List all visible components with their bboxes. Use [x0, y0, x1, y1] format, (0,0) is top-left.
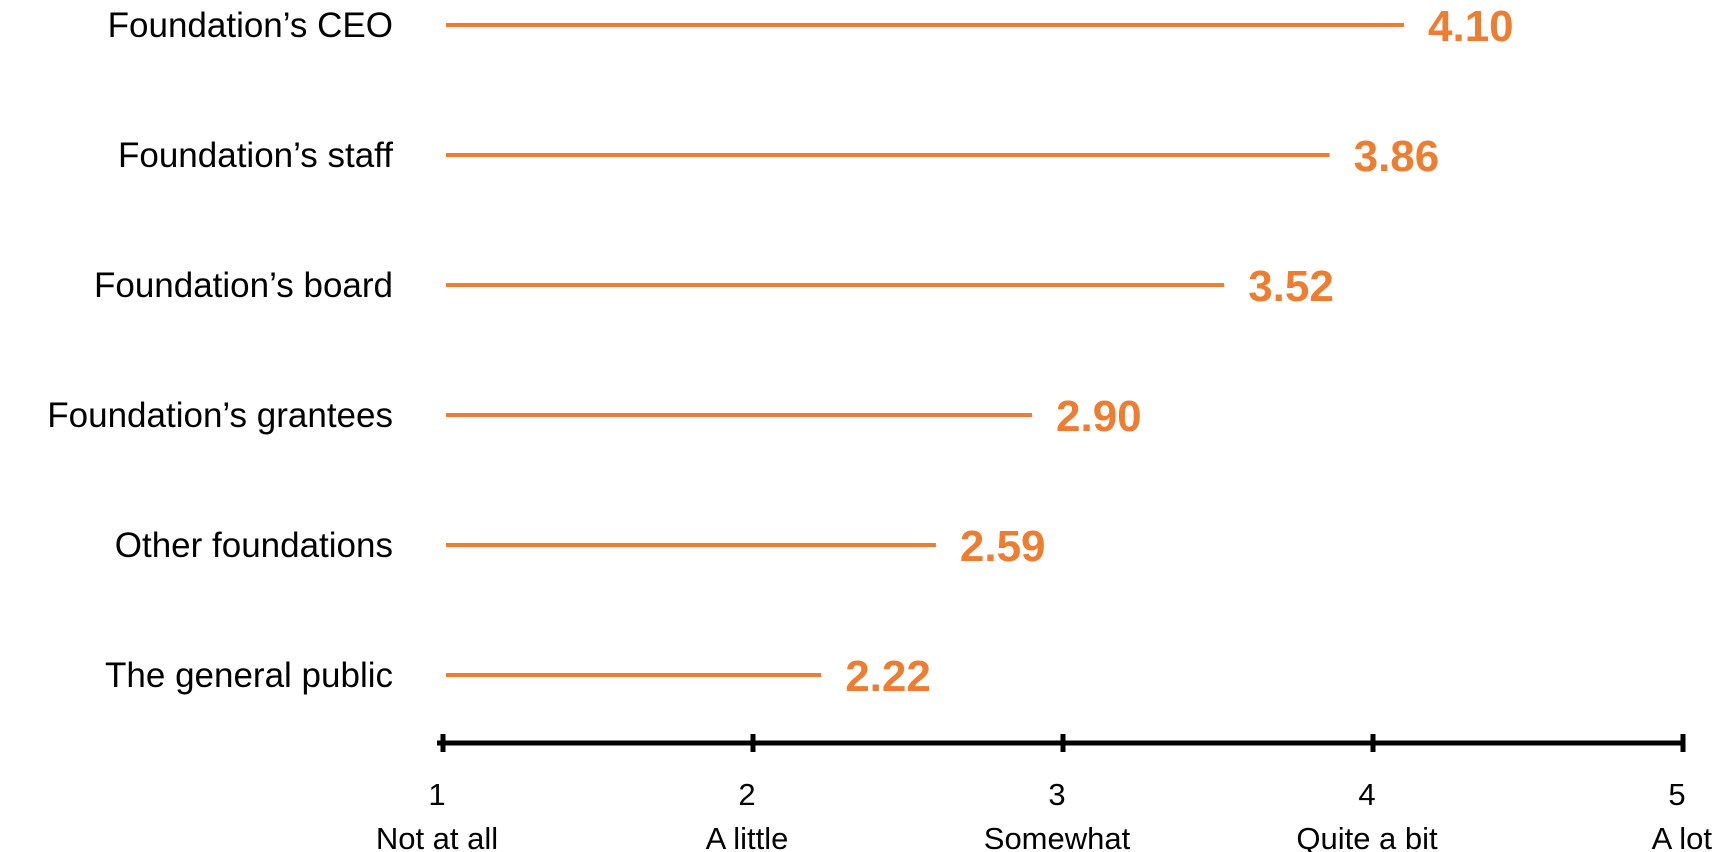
data-label: 4.10 [1428, 2, 1514, 51]
category-label: Other foundations [115, 526, 393, 565]
x-axis: 1 Not at all 2 A little 3 Somewhat 4 Quite a bi… [376, 734, 1713, 852]
data-label: 2.59 [960, 522, 1046, 571]
category-label: Foundation’s board [94, 266, 393, 305]
tick-sublabel: Quite a bit [1296, 821, 1438, 852]
tick-sublabel: Somewhat [984, 821, 1131, 852]
tick-label: 1 [428, 777, 445, 812]
tick-label: 3 [1048, 777, 1065, 812]
tick-sublabel: A little [706, 821, 789, 852]
tick-label: 5 [1668, 777, 1685, 812]
data-label: 3.86 [1354, 132, 1440, 181]
category-label: Foundation’s grantees [47, 396, 393, 435]
bars-layer: Foundation’s CEO 4.10 Foundation’s staff 3.… [47, 2, 1513, 701]
tick-label: 2 [738, 777, 755, 812]
data-label: 2.90 [1056, 392, 1142, 441]
category-label: Foundation’s staff [118, 136, 393, 175]
category-label: Foundation’s CEO [108, 6, 393, 45]
data-label: 2.22 [845, 652, 931, 701]
tick-sublabel: A lot [1652, 821, 1713, 852]
tick-label: 4 [1358, 777, 1375, 812]
data-label: 3.52 [1248, 262, 1334, 311]
category-label: The general public [105, 656, 393, 695]
tick-sublabel: Not at all [376, 821, 498, 852]
